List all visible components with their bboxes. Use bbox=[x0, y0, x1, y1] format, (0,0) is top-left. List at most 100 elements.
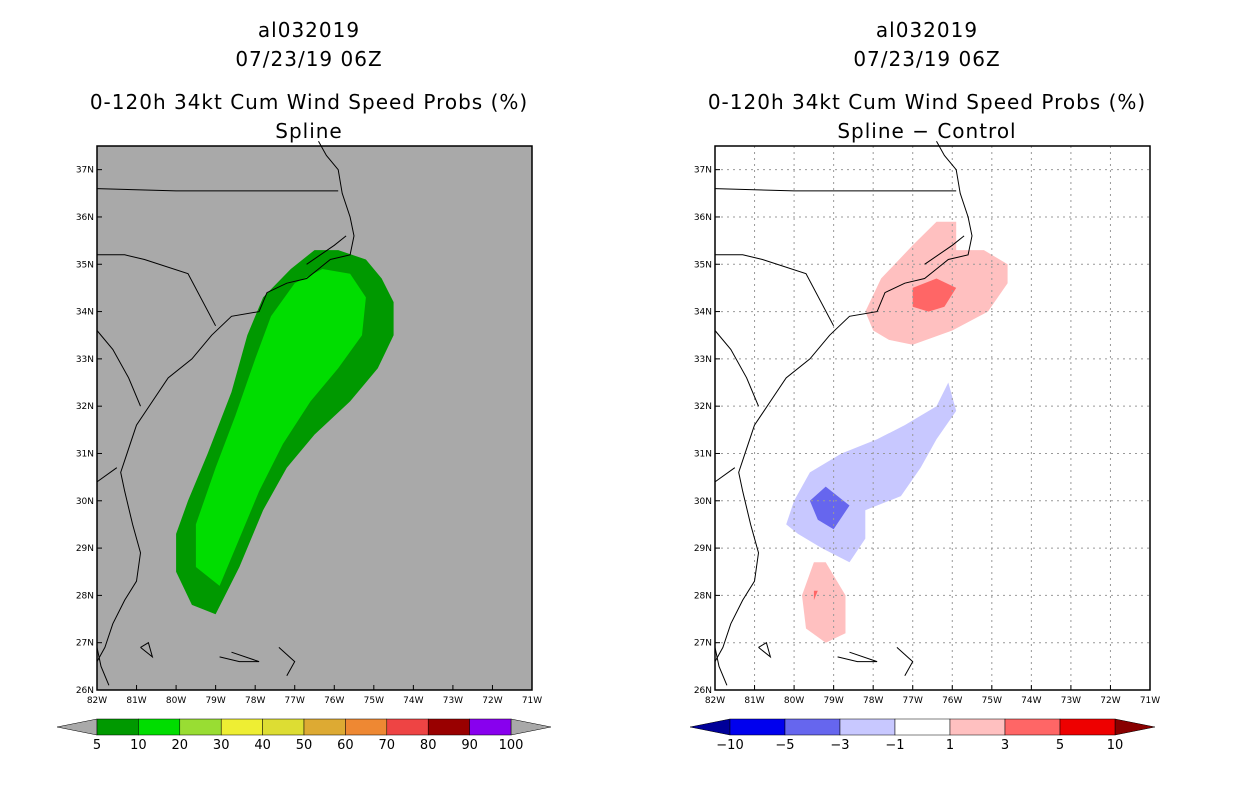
contour-fill bbox=[195, 269, 366, 586]
lat-tick-label: 33N bbox=[76, 355, 94, 365]
lon-tick-label: 73W bbox=[443, 696, 463, 706]
lat-tick-label: 35N bbox=[694, 260, 712, 270]
map-frame bbox=[714, 145, 1151, 691]
lat-tick-label: 35N bbox=[76, 260, 94, 270]
colorbar-label: 70 bbox=[379, 738, 396, 753]
contour-fill bbox=[809, 486, 850, 530]
colorbar-label: 5 bbox=[93, 738, 101, 753]
colorbar-label: −5 bbox=[775, 738, 794, 753]
state-border-fl-ga bbox=[714, 467, 736, 483]
colorbar-bin bbox=[427, 718, 470, 736]
lon-tick-label: 82W bbox=[705, 696, 725, 706]
lat-tick-label: 36N bbox=[76, 213, 94, 223]
state-border-nc-sc bbox=[97, 254, 217, 327]
colorbar-bin bbox=[386, 718, 429, 736]
colorbar-label: 30 bbox=[213, 738, 230, 753]
lake-okeechobee bbox=[758, 641, 772, 659]
colorbar-label: 90 bbox=[461, 738, 478, 753]
plot-title: 0-120h 34kt Cum Wind Speed Probs (%) bbox=[89, 90, 529, 114]
colorbar-bin bbox=[220, 718, 263, 736]
grid-layer: 82W 81W 80W 79W 78W 77W 76W 75W 74W 73W 72W 71W 26N 2… bbox=[694, 146, 1160, 706]
lon-tick-label: 71W bbox=[1140, 696, 1160, 706]
colorbar-label: 10 bbox=[130, 738, 147, 753]
sound-shoreline bbox=[924, 235, 965, 265]
colorbar-label: 3 bbox=[1001, 738, 1009, 753]
lat-tick-label: 27N bbox=[76, 639, 94, 649]
colorbar-bin bbox=[303, 718, 346, 736]
colorbar-label: 60 bbox=[337, 738, 354, 753]
colorbar-over-triangle bbox=[1114, 718, 1156, 736]
state-border-nc-sc bbox=[715, 254, 835, 327]
colorbar-label: 20 bbox=[172, 738, 189, 753]
lat-tick-label: 30N bbox=[694, 497, 712, 507]
lon-tick-label: 72W bbox=[482, 696, 502, 706]
colorbar-label: 40 bbox=[254, 738, 271, 753]
lat-tick-label: 34N bbox=[694, 308, 712, 318]
state-border-va-nc bbox=[96, 188, 339, 192]
lake-okeechobee bbox=[140, 641, 154, 659]
state-border-sc-ga bbox=[714, 330, 759, 407]
lon-tick-label: 82W bbox=[87, 696, 107, 706]
map-spline: 82W 81W 80W 79W 78W 77W 76W 75W 74W 73W 72W 71W 26N 2… bbox=[56, 141, 552, 753]
lon-tick-label: 79W bbox=[205, 696, 225, 706]
lon-tick-label: 81W bbox=[126, 696, 146, 706]
lat-tick-label: 30N bbox=[76, 497, 94, 507]
lon-tick-label: 74W bbox=[403, 696, 423, 706]
colorbar-label: 100 bbox=[499, 738, 524, 753]
lat-tick-label: 27N bbox=[694, 639, 712, 649]
lon-tick-label: 77W bbox=[903, 696, 923, 706]
plot-subtitle: Spline bbox=[275, 119, 343, 143]
colorbar-label: 50 bbox=[296, 738, 313, 753]
map-frame bbox=[96, 145, 533, 691]
lat-tick-label: 37N bbox=[76, 166, 94, 176]
sound-shoreline bbox=[306, 235, 347, 265]
state-border-sc-ga bbox=[96, 330, 141, 407]
lat-tick-label: 31N bbox=[76, 449, 94, 459]
lon-tick-label: 78W bbox=[863, 696, 883, 706]
lat-tick-label: 28N bbox=[76, 591, 94, 601]
colorbar-bin bbox=[1004, 718, 1061, 736]
colorbar-bin bbox=[262, 718, 305, 736]
colorbar-bin bbox=[138, 718, 181, 736]
colorbar-label: 1 bbox=[946, 738, 954, 753]
colorbar-under-triangle bbox=[689, 718, 731, 736]
colorbar-bin bbox=[949, 718, 1006, 736]
colorbar-bin bbox=[469, 718, 512, 736]
colorbar-label: 5 bbox=[1056, 738, 1064, 753]
lon-tick-label: 75W bbox=[364, 696, 384, 706]
colorbar: −10 −5 −3 −1 1 3 5 10 bbox=[689, 718, 1156, 753]
bahamas-island bbox=[278, 647, 296, 677]
coastline-layer bbox=[96, 141, 355, 686]
colorbar: 5 10 20 30 40 50 60 70 80 90 100 bbox=[56, 718, 552, 753]
lon-tick-label: 76W bbox=[942, 696, 962, 706]
state-border-fl-ga bbox=[96, 467, 118, 483]
bahamas-island bbox=[896, 647, 914, 677]
contour-layer bbox=[786, 221, 1008, 643]
contour-fill bbox=[802, 562, 846, 643]
coastline-layer bbox=[714, 141, 973, 686]
coastline bbox=[96, 141, 355, 662]
coastline bbox=[714, 141, 973, 662]
lat-tick-label: 32N bbox=[694, 402, 712, 412]
plot-title: 0-120h 34kt Cum Wind Speed Probs (%) bbox=[707, 90, 1147, 114]
lat-tick-label: 33N bbox=[694, 355, 712, 365]
colorbar-bin bbox=[96, 718, 139, 736]
lon-tick-label: 81W bbox=[744, 696, 764, 706]
colorbar-bin bbox=[1059, 718, 1116, 736]
contour-fill bbox=[912, 278, 957, 312]
colorbar-label: 10 bbox=[1107, 738, 1124, 753]
lon-tick-label: 80W bbox=[784, 696, 804, 706]
lat-tick-label: 26N bbox=[694, 686, 712, 696]
colorbar-bin bbox=[729, 718, 786, 736]
lon-tick-label: 72W bbox=[1100, 696, 1120, 706]
colorbar-bin bbox=[179, 718, 222, 736]
storm-id: al032019 bbox=[875, 18, 979, 42]
lon-tick-label: 73W bbox=[1061, 696, 1081, 706]
lon-tick-label: 79W bbox=[823, 696, 843, 706]
forecast-datetime: 07/23/19 06Z bbox=[853, 47, 1001, 71]
coastline-gulf bbox=[714, 647, 728, 686]
lon-tick-label: 75W bbox=[982, 696, 1002, 706]
lon-tick-label: 71W bbox=[522, 696, 542, 706]
lon-tick-label: 80W bbox=[166, 696, 186, 706]
contour-layer bbox=[176, 250, 394, 615]
